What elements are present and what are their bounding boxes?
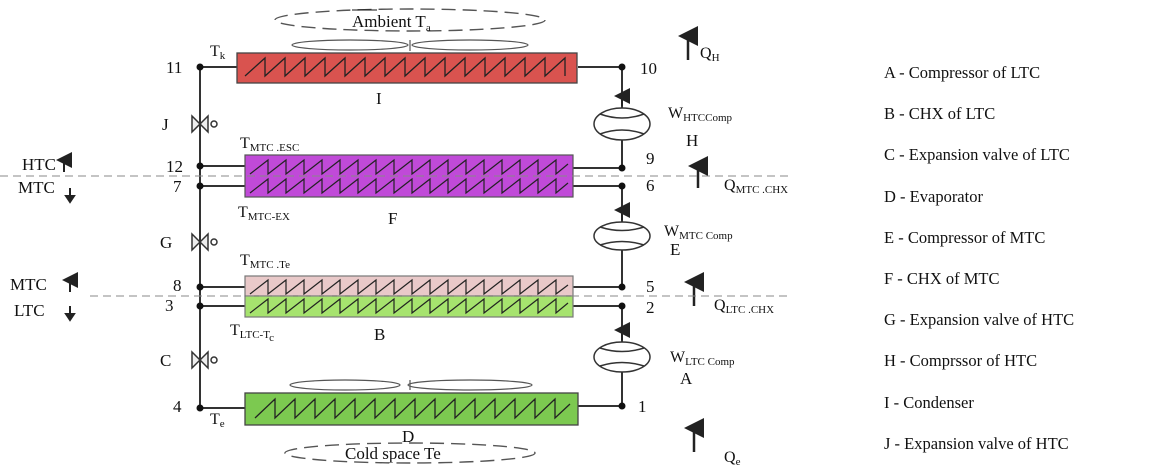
valve-g-letter: G xyxy=(160,233,172,252)
point-6: 6 xyxy=(646,176,655,195)
node-dots xyxy=(196,63,626,412)
w-htc-label: WHTCComp xyxy=(668,105,733,124)
t-e-label: Te xyxy=(210,411,225,430)
point-8: 8 xyxy=(173,276,182,295)
point-3: 3 xyxy=(165,296,174,315)
expansion-valve-j xyxy=(191,114,218,134)
t-k-label: Tk xyxy=(210,43,226,62)
q-h-label: QH xyxy=(700,45,720,64)
legend-item: G - Expansion valve of HTC xyxy=(884,310,1075,330)
htc-tag: HTC xyxy=(22,155,56,174)
component-legend: A - Compressor of LTC B - CHX of LTC C -… xyxy=(884,62,1164,474)
valve-c-letter: C xyxy=(160,351,171,370)
mtc-tag-lower: MTC xyxy=(10,275,47,294)
t-ltc-tc-label: TLTC-Tc xyxy=(230,322,274,344)
legend-item: D - Evaporator xyxy=(884,186,983,206)
legend-item: F - CHX of MTC xyxy=(884,268,1000,288)
evaporator-letter: D xyxy=(402,427,414,446)
point-1: 1 xyxy=(638,397,647,416)
legend-item: J - Expansion valve of HTC xyxy=(884,433,1069,453)
chx-ltc-b xyxy=(244,275,574,318)
evaporator-d xyxy=(244,379,579,426)
w-mtc-label: WMTC Comp xyxy=(664,223,733,242)
point-5: 5 xyxy=(646,277,655,296)
point-7: 7 xyxy=(173,177,182,196)
compressor-h-letter: H xyxy=(686,131,698,150)
compressor-h xyxy=(593,107,651,141)
cold-space-boundary xyxy=(284,442,536,464)
t-mtc-esc-label: TMTC .ESC xyxy=(240,135,299,154)
point-4: 4 xyxy=(173,397,182,416)
mtc-tag-upper: MTC xyxy=(18,178,55,197)
ltc-tag: LTC xyxy=(14,301,45,320)
q-ltc-label: QLTC .CHX xyxy=(714,297,774,316)
cycle-separators xyxy=(0,175,790,297)
point-10: 10 xyxy=(640,59,657,78)
cycle-tag-arrows xyxy=(56,152,78,322)
compressor-a xyxy=(593,341,651,373)
heat-arrows xyxy=(678,26,708,452)
point-12: 12 xyxy=(166,157,183,176)
q-e-label: Qe xyxy=(724,449,741,468)
chx-mtc-letter: F xyxy=(388,209,397,228)
legend-item: A - Compressor of LTC xyxy=(884,63,1041,82)
legend-item: C - Expansion valve of LTC xyxy=(884,145,1070,165)
ambient-fan xyxy=(274,8,546,51)
refrigeration-cycle-diagram: Ambient Ta xyxy=(0,8,790,468)
legend-item: B - CHX of LTC xyxy=(884,104,996,124)
q-mtc-label: QMTC .CHX xyxy=(724,177,788,196)
compressor-a-letter: A xyxy=(680,369,693,388)
legend-item: H - Comprssor of HTC xyxy=(884,351,1038,371)
chx-ltc-letter: B xyxy=(374,325,385,344)
compressor-e-letter: E xyxy=(670,240,680,259)
condenser-i xyxy=(236,52,578,84)
point-11: 11 xyxy=(166,58,182,77)
expansion-valve-c xyxy=(191,350,218,370)
piping xyxy=(199,66,623,409)
expansion-valve-g xyxy=(191,232,218,252)
compressor-e xyxy=(593,221,651,251)
t-mtc-ex-label: TMTC-EX xyxy=(238,204,290,223)
t-mtc-te-label: TMTC .Te xyxy=(240,252,290,271)
w-ltc-label: WLTC Comp xyxy=(670,349,735,368)
legend-item: E - Compressor of MTC xyxy=(884,227,1046,247)
ambient-label: Ambient Ta xyxy=(352,12,431,34)
cold-space-label: Cold space Te xyxy=(345,444,441,463)
condenser-letter: I xyxy=(376,89,382,108)
point-9: 9 xyxy=(646,149,655,168)
valve-j-letter: J xyxy=(162,115,169,134)
point-2: 2 xyxy=(646,298,655,317)
legend-item: I - Condenser xyxy=(884,392,974,412)
